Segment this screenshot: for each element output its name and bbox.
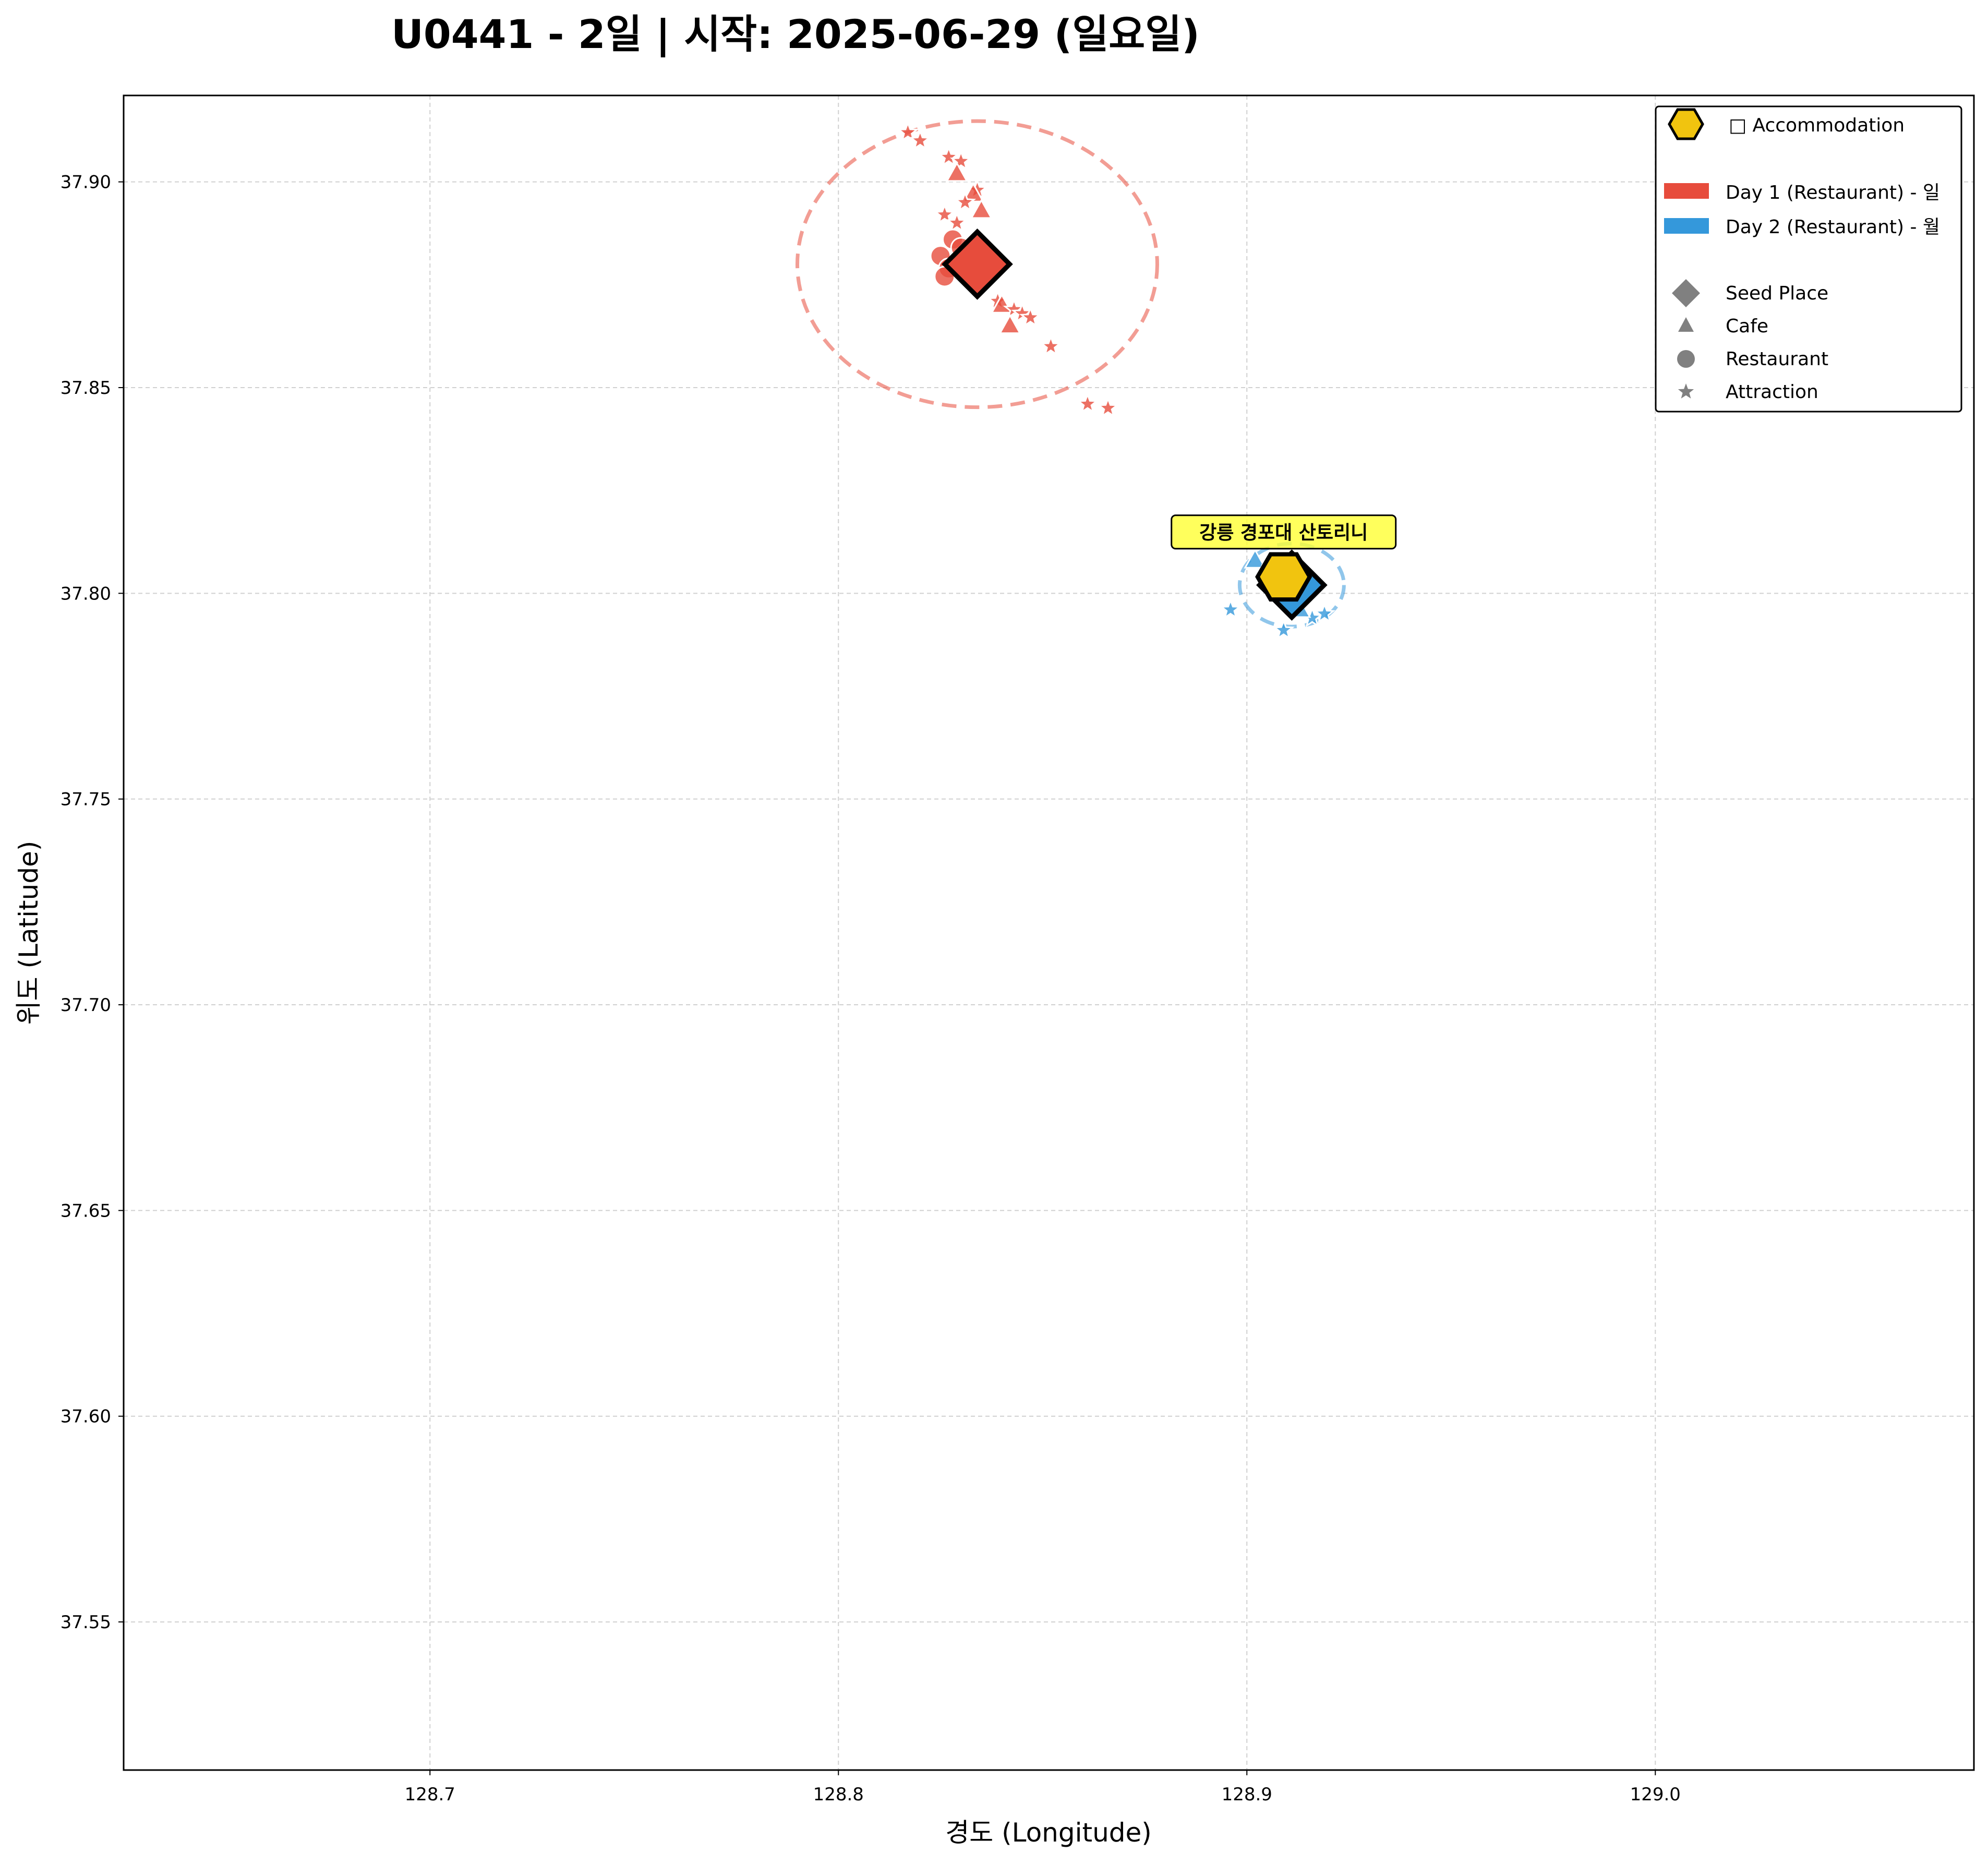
ticks: 128.7 128.8 128.9 129.0 37.55 37.60 37.65 37.70…	[61, 172, 1681, 1805]
attraction-marker	[949, 149, 972, 171]
x-tick-label: 129.0	[1630, 1784, 1681, 1805]
legend-day2-swatch	[1664, 218, 1709, 234]
legend-restaurant-label: Restaurant	[1726, 348, 1828, 370]
attraction-marker	[946, 211, 968, 233]
y-tick-label: 37.55	[61, 1612, 111, 1633]
chart-title: U0441 - 2일 | 시작: 2025-06-29 (일요일)	[391, 11, 1200, 58]
plot-frame	[123, 94, 1975, 1771]
legend-cafe-marker	[1678, 317, 1694, 332]
legend-accommodation-label: □ Accommodation	[1729, 115, 1905, 136]
day1-seed-marker	[942, 228, 1013, 300]
legend-box	[1655, 105, 1962, 413]
attraction-marker	[954, 190, 977, 212]
legend-seed-label: Seed Place	[1726, 283, 1828, 304]
attraction-marker	[1219, 598, 1242, 619]
legend-day1-label: Day 1 (Restaurant) - 일	[1726, 182, 1940, 203]
cafe-marker	[1244, 548, 1267, 569]
legend-attraction-marker	[1678, 383, 1694, 399]
legend-day2-label: Day 2 (Restaurant) - 월	[1726, 216, 1940, 238]
accommodation-layer: 강릉 경포대 산토리니	[1171, 514, 1397, 602]
attraction-marker	[897, 121, 919, 142]
accommodation-marker	[1255, 552, 1312, 602]
day1-radius-circle	[796, 119, 1159, 410]
legend-cafe-label: Cafe	[1726, 316, 1768, 337]
x-tick-label: 128.8	[813, 1784, 864, 1805]
cafe-marker	[970, 198, 993, 219]
attraction-marker	[1019, 306, 1042, 327]
y-tick-label: 37.85	[61, 378, 111, 399]
attraction-marker	[1040, 334, 1062, 356]
attraction-marker	[1097, 396, 1119, 418]
x-tick-label: 128.7	[405, 1784, 455, 1805]
attraction-marker	[1313, 602, 1336, 623]
legend-seed-marker	[1672, 279, 1700, 307]
attraction-marker	[937, 146, 960, 167]
y-tick-label: 37.60	[61, 1406, 111, 1427]
y-tick-label: 37.65	[61, 1200, 111, 1221]
x-axis-label: 경도 (Longitude)	[945, 1818, 1152, 1848]
attraction-marker	[933, 203, 956, 224]
legend-attraction-label: Attraction	[1726, 381, 1818, 403]
legend-accommodation-marker	[1668, 108, 1704, 140]
y-axis-label: 위도 (Latitude)	[14, 841, 44, 1025]
x-tick-label: 128.9	[1222, 1784, 1272, 1805]
attraction-marker	[1272, 619, 1295, 640]
accommodation-annotation: 강릉 경포대 산토리니	[1199, 522, 1368, 544]
y-tick-label: 37.80	[61, 583, 111, 604]
legend-restaurant-marker	[1677, 350, 1695, 368]
cafe-marker	[945, 161, 968, 182]
annotation-box	[1171, 514, 1397, 550]
attraction-marker	[1076, 392, 1099, 414]
cafe-marker	[962, 182, 985, 202]
attraction-marker	[909, 129, 932, 150]
cafe-marker	[998, 314, 1021, 334]
y-tick-label: 37.70	[61, 995, 111, 1016]
legend: □ Accommodation Day 1 (Restaurant) - 일 D…	[1655, 105, 1962, 413]
legend-day1-swatch	[1664, 183, 1709, 199]
y-tick-label: 37.75	[61, 789, 111, 810]
y-tick-label: 37.90	[61, 172, 111, 193]
